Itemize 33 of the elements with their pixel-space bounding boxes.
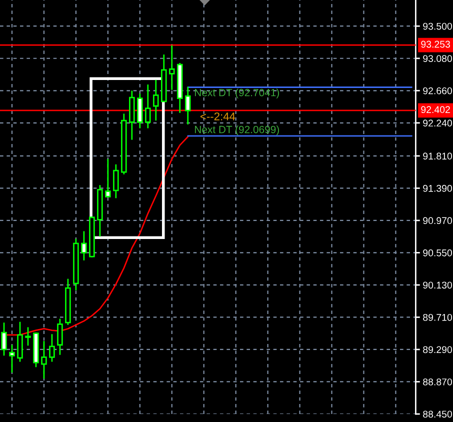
candlestick (1, 322, 7, 356)
annotation: <--2:44 (200, 112, 236, 120)
y-tick-label: 91.810 (423, 152, 452, 160)
candlestick (145, 84, 151, 129)
y-tick-label: 88.450 (423, 410, 452, 418)
candlestick (152, 79, 159, 122)
ref-line-label: 93.253 (421, 40, 450, 48)
annotation: Next DT (92.7041) (194, 88, 279, 98)
y-tick-label: 89.290 (423, 346, 452, 354)
candlestick (168, 44, 175, 91)
candlestick (49, 333, 55, 362)
y-tick-label: 88.870 (423, 378, 452, 386)
candlestick (137, 93, 143, 129)
candlestick (17, 321, 23, 362)
candlestick (81, 230, 87, 262)
y-tick-label: 90.130 (423, 282, 452, 289)
y-tick-label: 90.550 (423, 249, 452, 256)
candlestick (25, 326, 31, 346)
y-tick-label: 93.080 (423, 55, 452, 62)
candlestick (105, 158, 111, 198)
y-tick-label: 90.970 (423, 217, 452, 224)
y-tick-label: 92.660 (423, 87, 452, 94)
ref-line-label: 92.402 (421, 106, 450, 114)
y-tick-label: 89.710 (423, 314, 452, 321)
y-tick-label: 92.240 (423, 120, 452, 127)
candlestick (113, 164, 119, 199)
annotation: Next DT (92.0699) (194, 126, 279, 136)
candlestick (57, 318, 63, 356)
candlestick (184, 86, 191, 126)
candlestick (41, 340, 47, 380)
candlestick (9, 344, 15, 374)
y-tick-label: 93.500 (423, 22, 452, 30)
y-tick-label: 91.390 (423, 184, 452, 192)
